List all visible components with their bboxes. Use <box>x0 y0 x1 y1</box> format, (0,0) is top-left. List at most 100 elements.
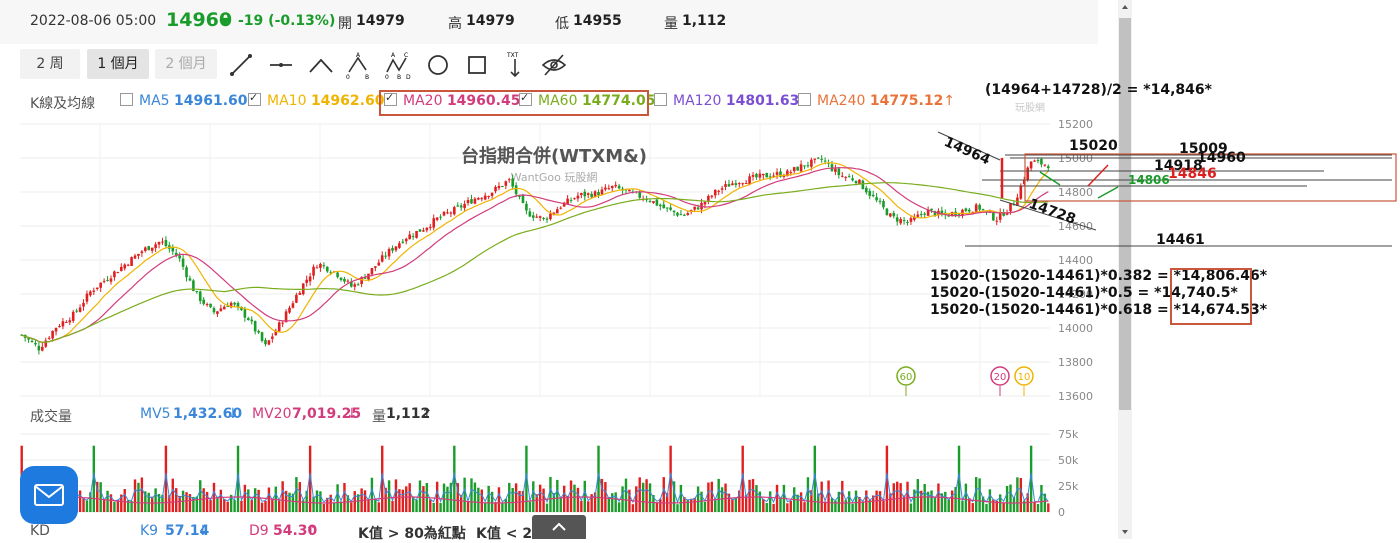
candle-body <box>277 322 281 332</box>
watermark-title: 台指期合併(WTXM&) <box>461 145 647 167</box>
volume-bar <box>974 477 978 512</box>
volume-bar <box>346 495 350 512</box>
volume-bar <box>477 487 480 512</box>
candle-body <box>590 193 593 198</box>
ma-marker-label: 60 <box>900 372 913 383</box>
average-formula-annotation: (14964+14728)/2 = *14,846* <box>985 82 1212 98</box>
candle-body <box>806 165 810 167</box>
candle-body <box>401 241 405 243</box>
abc-pattern-tool-icon[interactable]: A 0 B <box>345 51 373 79</box>
kd-title: KD <box>30 523 50 539</box>
candle-body <box>683 214 686 216</box>
candle-body <box>737 183 741 185</box>
candle-body <box>411 236 415 238</box>
volume-bar <box>247 489 250 512</box>
volume-label: 量 <box>664 16 678 32</box>
candle-body <box>236 302 240 307</box>
svg-text:C: C <box>404 52 408 59</box>
volume-bar <box>1005 485 1009 512</box>
candle-body <box>449 212 453 214</box>
volume-bar <box>861 502 865 512</box>
ma240-legend-item[interactable]: MA240 14775.12↑ <box>798 93 955 109</box>
volume-title: 成交量 <box>30 409 72 425</box>
circle-tool-icon[interactable] <box>424 51 452 79</box>
volume-bar <box>381 445 384 512</box>
line-tool-icon[interactable] <box>227 51 255 79</box>
k9-value: 57.14 <box>165 523 210 539</box>
candle-body <box>889 213 892 217</box>
candle-body <box>604 187 607 190</box>
volume-bar <box>700 491 703 512</box>
candle-body <box>1033 160 1036 162</box>
volume-bar <box>641 482 645 512</box>
mv5-label: MV5 <box>140 406 171 422</box>
candle-body <box>250 319 254 322</box>
candle-body <box>882 201 885 208</box>
volume-bar <box>126 500 130 512</box>
candle-body <box>226 306 230 308</box>
mail-button[interactable] <box>20 466 78 524</box>
volume-bar <box>226 501 229 512</box>
candle-body <box>312 266 315 276</box>
price-tick-label: 15200 <box>1058 118 1093 131</box>
ma60-checkbox[interactable] <box>519 91 532 106</box>
volume-bar <box>350 502 353 512</box>
candle-body <box>875 197 878 201</box>
volume-bar <box>171 478 174 512</box>
candle-body <box>655 199 659 206</box>
candle-body <box>727 184 731 187</box>
candle-body <box>267 340 271 345</box>
ma120-label: MA120 <box>673 93 722 109</box>
collapse-panel-button[interactable] <box>532 515 586 539</box>
volume-bar <box>868 500 871 512</box>
ma240-value: 14775.12 <box>869 93 944 109</box>
scrollbar-thumb[interactable] <box>1119 18 1131 410</box>
volume-bar <box>871 495 875 512</box>
volume-bar <box>422 486 425 512</box>
high-value: 14979 <box>466 13 515 29</box>
horizontal-line-tool-icon[interactable] <box>267 51 295 79</box>
period-1-month-button[interactable]: 1 個月 <box>87 49 149 79</box>
ma20-checkbox[interactable] <box>384 91 397 106</box>
abcd-pattern-tool-icon[interactable]: A C 0 B D <box>384 51 412 79</box>
period-2-weeks-button[interactable]: 2 周 <box>20 49 80 79</box>
volume-bar <box>267 487 271 512</box>
volume-tick-label: 75k <box>1058 428 1079 441</box>
candle-body <box>748 176 751 185</box>
volume-bar <box>260 502 264 512</box>
polyline-tool-icon[interactable] <box>307 51 335 79</box>
vol-value: 1,112 <box>386 406 431 422</box>
volume-bar <box>690 498 693 512</box>
volume-bar <box>250 500 253 512</box>
volume-bar <box>1029 445 1033 512</box>
volume-bar <box>669 445 672 512</box>
scroll-down-arrow-icon[interactable] <box>1118 525 1132 539</box>
rectangle-tool-icon[interactable] <box>463 51 491 79</box>
text-arrow-tool-icon[interactable]: TXT <box>501 51 529 79</box>
candle-body <box>610 185 614 189</box>
ma10-value: 14962.60 <box>310 93 385 109</box>
vol-label: 量 <box>372 409 386 425</box>
volume-bar <box>611 493 614 512</box>
volume-bar <box>415 499 418 512</box>
volume-bar <box>978 478 981 512</box>
ma120-checkbox[interactable] <box>654 93 667 106</box>
candle-body <box>902 220 906 222</box>
ma5-checkbox[interactable] <box>120 93 133 106</box>
candle-body <box>614 184 617 187</box>
svg-text:TXT: TXT <box>506 52 519 59</box>
volume-bar <box>102 499 106 512</box>
candle-body <box>1009 203 1012 212</box>
ma10-checkbox[interactable] <box>248 91 261 106</box>
ma-legend-title: K線及均線 <box>30 96 96 112</box>
volume-bar <box>789 500 792 512</box>
hide-eye-icon[interactable] <box>540 51 568 79</box>
scroll-up-arrow-icon[interactable] <box>1118 0 1132 14</box>
candle-body <box>51 330 54 339</box>
period-2-months-button[interactable]: 2 個月 <box>155 49 217 79</box>
volume-bar <box>528 501 532 512</box>
volume-bar <box>336 484 339 512</box>
ma240-checkbox[interactable] <box>798 93 811 106</box>
candle-body <box>284 311 288 323</box>
candle-body <box>957 214 961 216</box>
